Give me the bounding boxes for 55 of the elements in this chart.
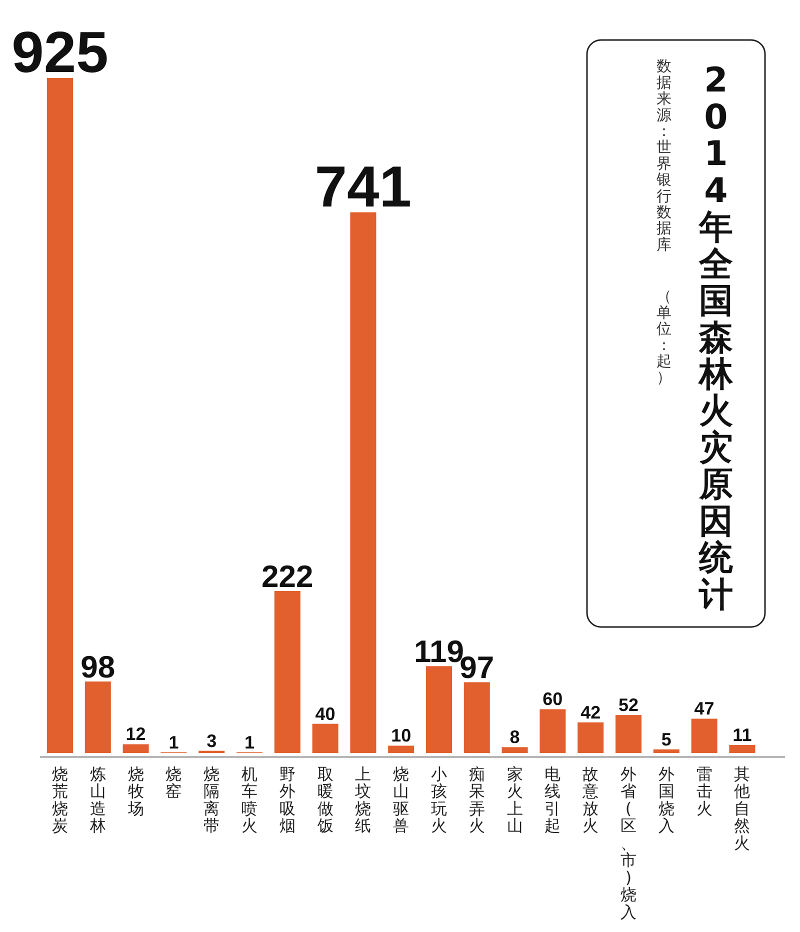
bar — [578, 722, 604, 753]
x-tick-label: 其他自然火 — [734, 764, 750, 852]
x-tick-label: 机车喷火 — [242, 764, 258, 836]
bar — [464, 682, 490, 753]
data-label: 222 — [262, 559, 314, 594]
bar — [540, 709, 566, 753]
bar — [388, 746, 414, 753]
bar — [426, 666, 452, 753]
category-label: 外省(区、市)烧入 — [620, 764, 636, 922]
data-label: 42 — [580, 702, 601, 722]
bar — [653, 749, 680, 753]
x-tick-label: 烧牧场 — [126, 764, 144, 818]
x-tick-label: 雷击火 — [696, 764, 712, 818]
data-label: 1 — [244, 732, 255, 752]
data-label: 60 — [542, 689, 563, 710]
x-tick-label: 取暖做饭 — [316, 764, 334, 836]
data-label: 40 — [315, 704, 336, 724]
x-tick-label: 痴呆弄火 — [468, 764, 485, 836]
data-label: 3 — [206, 730, 217, 751]
data-label: 5 — [661, 729, 672, 750]
annotation: （单位：起） — [656, 287, 672, 386]
x-tick-label: 小孩玩火 — [431, 764, 447, 836]
bar — [274, 591, 300, 753]
bar — [502, 747, 528, 753]
data-label: 98 — [80, 649, 116, 684]
bar — [122, 744, 149, 753]
x-tick-label: 家火上山 — [506, 764, 523, 836]
bar — [350, 212, 376, 753]
bar — [616, 715, 642, 753]
x-tick-label: 烧隔离带 — [204, 764, 220, 836]
chart-title: 2014年全国森林火灾原因统计 — [699, 60, 733, 615]
x-tick-label: 烧山驱兽 — [393, 764, 410, 836]
x-tick-label: 烧窑 — [166, 764, 182, 801]
data-label: 10 — [391, 726, 412, 746]
x-tick-label: 野外吸烟 — [279, 764, 296, 836]
x-tick-label: 电线引起 — [544, 764, 561, 836]
x-tick-label: 外国烧入 — [658, 764, 674, 836]
bar — [84, 681, 111, 753]
text: 数据来源：世界银行数据库 — [656, 57, 672, 254]
bar — [691, 718, 718, 753]
data-label: 925 — [12, 20, 108, 85]
data-label: 741 — [314, 154, 412, 220]
data-label: 12 — [126, 724, 146, 744]
bar — [729, 744, 756, 753]
data-label: 8 — [510, 727, 520, 748]
data-label: 1 — [168, 732, 179, 752]
x-tick-label: 炼山造林 — [88, 764, 106, 836]
bar — [312, 724, 338, 753]
x-tick-label: 烧荒烧炭 — [52, 764, 68, 836]
data-label: 11 — [732, 724, 752, 745]
data-label: 47 — [694, 698, 714, 719]
bar — [47, 78, 73, 753]
x-tick-label: 故意放火 — [582, 764, 599, 836]
data-label: 52 — [618, 695, 639, 716]
x-tick-label: 上坟烧纸 — [354, 764, 372, 836]
